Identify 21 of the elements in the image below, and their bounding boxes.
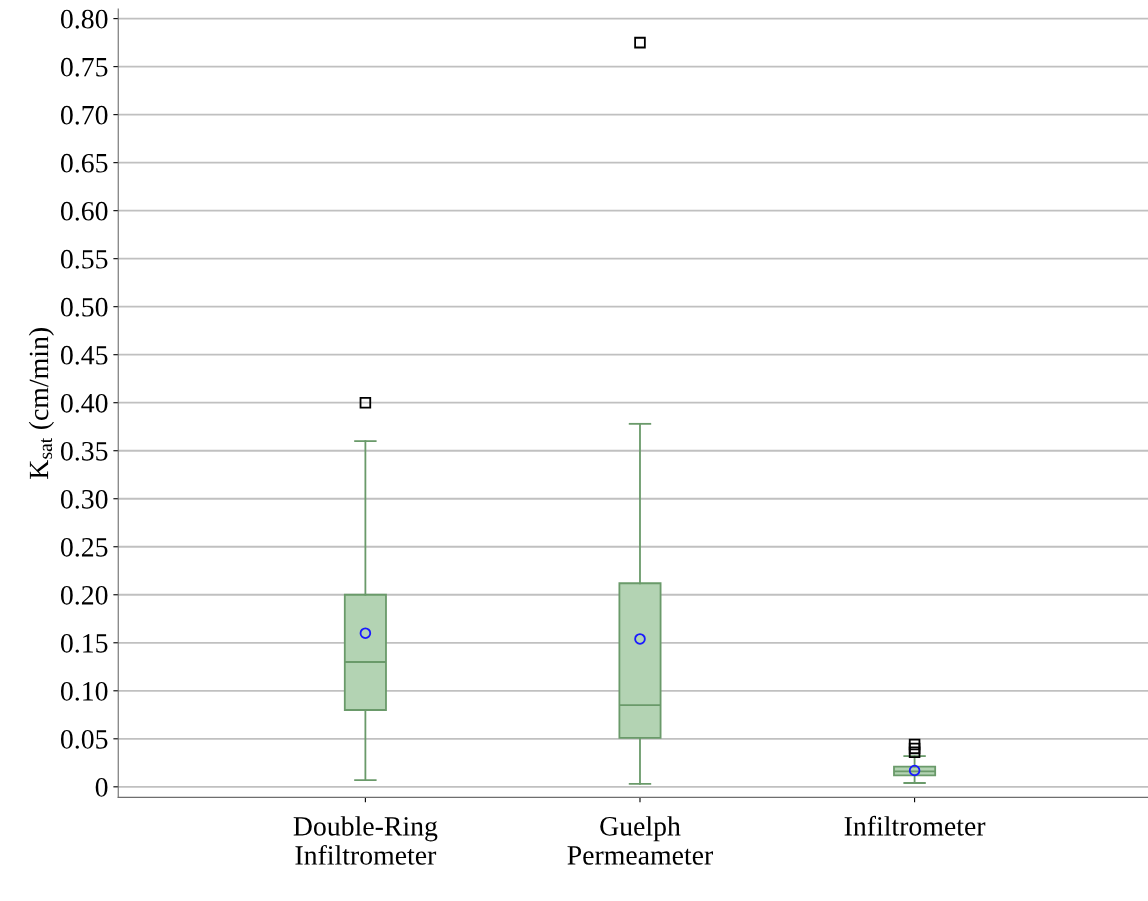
y-tick-label: 0.70	[60, 105, 108, 125]
y-tick-label: 0	[95, 777, 108, 797]
x-tick-label: Infiltrometer	[844, 815, 986, 836]
x-tick-label: Double-Ring Infiltrometer	[293, 816, 438, 865]
y-tick-label: 0.80	[60, 9, 108, 29]
y-tick-label: 0.10	[60, 681, 108, 701]
y-tick-label: 0.30	[60, 489, 108, 509]
y-axis-title: K$_{sat}$ (cm/min)	[28, 328, 54, 479]
y-tick-label: 0.35	[60, 441, 108, 461]
y-tick-label: 0.65	[60, 153, 108, 173]
y-tick-label: 0.15	[60, 633, 108, 653]
y-tick-label: 0.20	[60, 585, 108, 605]
y-tick-label: 0.40	[60, 393, 108, 413]
y-tick-label: 0.75	[60, 57, 108, 77]
y-tick-label: 0.55	[60, 249, 108, 269]
y-tick-label: 0.60	[60, 201, 108, 221]
x-tick-label: Guelph Permeameter	[567, 816, 713, 865]
y-tick-label: 0.50	[60, 297, 108, 317]
y-tick-label: 0.05	[60, 729, 108, 749]
y-tick-label: 0.25	[60, 537, 108, 557]
y-tick-label: 0.45	[60, 345, 108, 365]
